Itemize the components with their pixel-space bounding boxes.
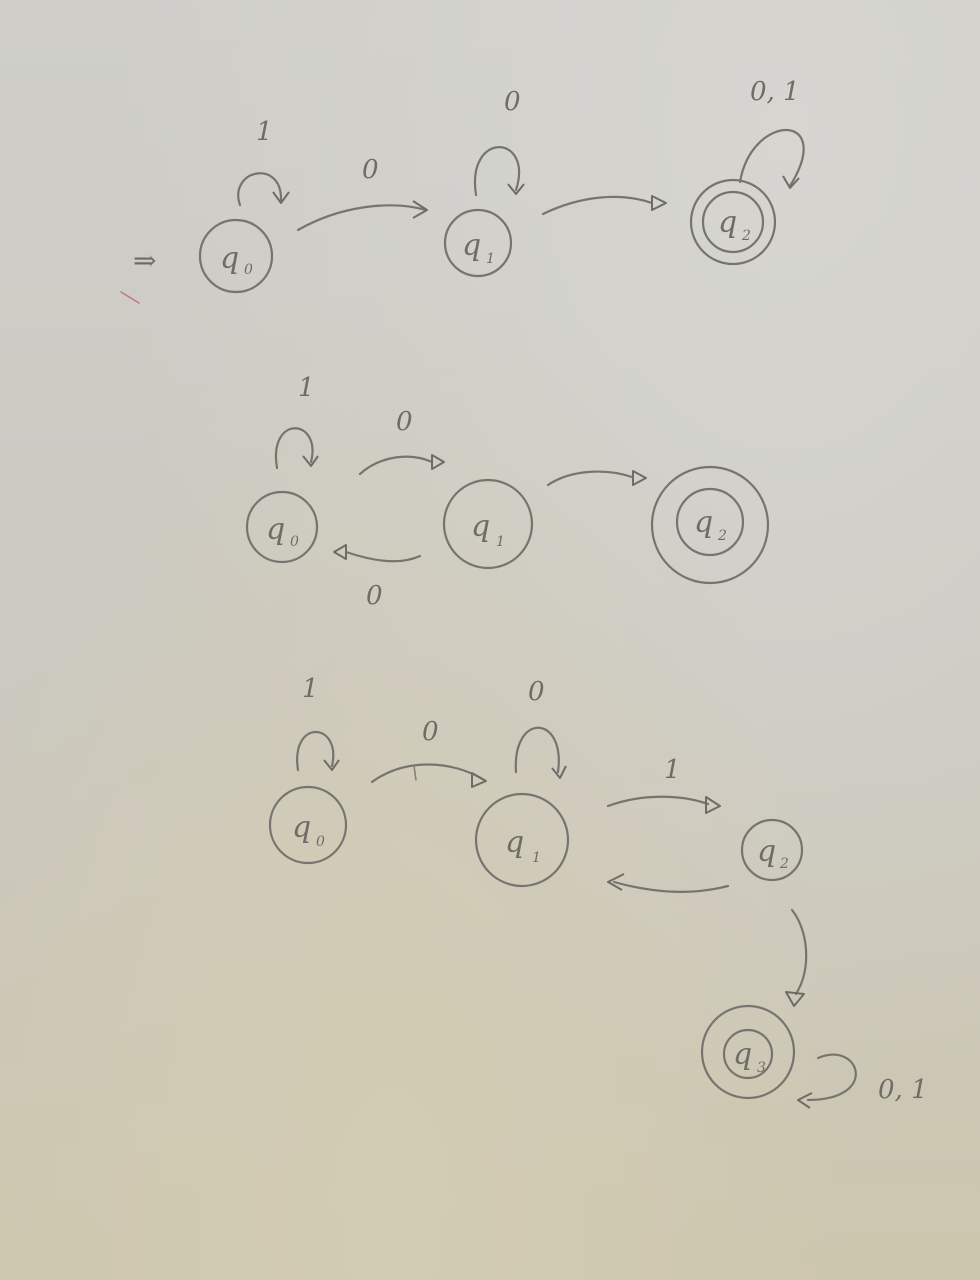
d3-state-q0-letter: q	[292, 810, 311, 845]
d2-state-q0: q 0	[245, 490, 319, 564]
d2-state-q0-sub: 0	[290, 534, 299, 550]
d3-loop-q0-arrowhead	[323, 759, 340, 771]
d2-loop-q0	[274, 427, 314, 470]
d1-state-q2-inner-circle	[701, 190, 765, 254]
d1-loop-q2-label: 0, 1	[750, 77, 800, 107]
d1-edge-q0-q1-arrowhead	[412, 200, 428, 219]
d1-state-q1-letter: q	[462, 228, 481, 263]
d3-loop-q3-label: 0, 1	[878, 1075, 928, 1105]
d2-edge-q1-q0-arrowhead	[333, 544, 347, 560]
start-arrow-icon: ⇒	[133, 244, 156, 277]
d2-loop-q0-label: 1	[298, 373, 315, 403]
d3-state-q3-inner-circle	[722, 1028, 774, 1080]
d3-edge-q2-q1-arrowhead	[607, 873, 625, 891]
d2-state-q2-inner-circle	[675, 487, 745, 557]
d1-state-q0-sub: 0	[244, 262, 253, 278]
d2-state-q0-circle	[245, 490, 319, 564]
d2-edge-q1-q0-label: 0	[366, 581, 383, 611]
d3-state-q2-letter: q	[757, 834, 776, 869]
d3-edge-q0-q1-label: 0	[422, 717, 439, 747]
d2-state-q1-circle	[442, 478, 534, 570]
d1-state-q2-sub: 2	[741, 228, 751, 244]
d3-loop-q1-arrowhead	[551, 765, 567, 779]
d1-state-q1-sub: 1	[486, 251, 495, 267]
d3-state-q2-sub: 2	[779, 856, 789, 872]
d3-state-q1-letter: q	[505, 825, 524, 860]
d2-edge-q0-q1-label: 0	[396, 407, 413, 437]
d2-state-q1-sub: 1	[496, 534, 505, 550]
d3-edge-q2-q3	[790, 908, 808, 996]
d1-state-q1-circle	[443, 208, 513, 278]
d2-state-q0-letter: q	[266, 512, 285, 547]
d3-edge-q0-q1-tick	[413, 765, 417, 781]
d1-state-q0-circle	[198, 218, 274, 294]
d3-edge-q2-q3-arrowhead	[785, 991, 805, 1007]
d1-state-q0-letter: q	[220, 241, 239, 276]
d1-state-q2-letter: q	[718, 205, 737, 240]
d3-loop-q3-arrowhead	[797, 1092, 813, 1109]
d3-loop-q1-label: 0	[528, 677, 545, 707]
d3-state-q0: q 0	[268, 785, 348, 865]
d3-state-q1-circle	[474, 792, 570, 888]
d1-edge-q0-q1	[296, 204, 428, 232]
d2-state-q1-letter: q	[471, 509, 490, 544]
d2-edge-q1-q0	[344, 550, 422, 563]
d3-edge-q0-q1	[370, 763, 486, 784]
d2-state-q2-sub: 2	[717, 528, 727, 544]
d3-state-q1-sub: 1	[532, 850, 541, 866]
d1-loop-q1	[473, 146, 521, 197]
d3-edge-q1-q2	[606, 795, 710, 808]
d1-loop-q2	[738, 128, 805, 188]
d1-edge-q0-q1-label: 0	[362, 155, 379, 185]
d1-loop-q0	[237, 172, 283, 207]
d3-loop-q1	[514, 726, 560, 774]
d3-edge-q2-q1	[612, 880, 730, 893]
d2-edge-q0-q1	[358, 455, 434, 476]
d1-state-q1: q 1	[443, 208, 513, 278]
d2-state-q2-letter: q	[694, 505, 713, 540]
diagram-3: q 0 q 1 q 2 q 3 1 0	[268, 674, 928, 1109]
d3-loop-q3	[806, 1053, 857, 1102]
d3-loop-q0	[296, 731, 335, 772]
d1-loop-q1-label: 0	[504, 87, 521, 117]
d1-edge-q1-q2	[541, 195, 654, 216]
d2-loop-q0-arrowhead	[302, 455, 319, 467]
d1-state-q2: q 2	[689, 178, 777, 266]
d1-loop-q0-arrowhead	[272, 191, 290, 204]
d2-state-q2: q 2	[650, 465, 770, 585]
d3-state-q0-sub: 0	[316, 834, 325, 850]
diagram-2: q 0 q 1 q 2 1 0 0	[245, 373, 770, 611]
d1-state-q2-outer-circle	[689, 178, 777, 266]
d3-state-q3-outer-circle	[700, 1004, 796, 1100]
d2-edge-q1-q2-arrowhead	[632, 470, 647, 486]
d2-edge-q0-q1-arrowhead	[431, 454, 445, 470]
d3-state-q2: q 2	[740, 818, 804, 882]
d3-edge-q0-q1-arrowhead	[471, 772, 487, 788]
d1-state-q0: q 0	[198, 218, 274, 294]
d2-state-q1: q 1	[442, 478, 534, 570]
d3-state-q2-circle	[740, 818, 804, 882]
d1-loop-q2-arrowhead	[782, 175, 800, 189]
d3-loop-q0-label: 1	[302, 674, 319, 704]
d3-state-q0-circle	[268, 785, 348, 865]
d3-edge-q1-q2-label: 1	[664, 755, 681, 785]
d1-edge-q1-q2-arrowhead	[651, 195, 667, 211]
d1-loop-q1-arrowhead	[507, 183, 525, 195]
d3-edge-q1-q2-arrowhead	[705, 796, 721, 814]
d3-state-q1: q 1	[474, 792, 570, 888]
d3-state-q3-sub: 3	[757, 1060, 766, 1076]
d2-edge-q1-q2	[546, 470, 634, 487]
diagram-1: ⇒ q 0 q 1 q 2 1 0 0	[133, 77, 805, 294]
d3-state-q3: q 3	[700, 1004, 796, 1100]
d3-state-q3-letter: q	[733, 1037, 752, 1072]
d1-loop-q0-label: 1	[256, 117, 273, 147]
d2-state-q2-outer-circle	[650, 465, 770, 585]
stray-mark	[120, 291, 140, 304]
